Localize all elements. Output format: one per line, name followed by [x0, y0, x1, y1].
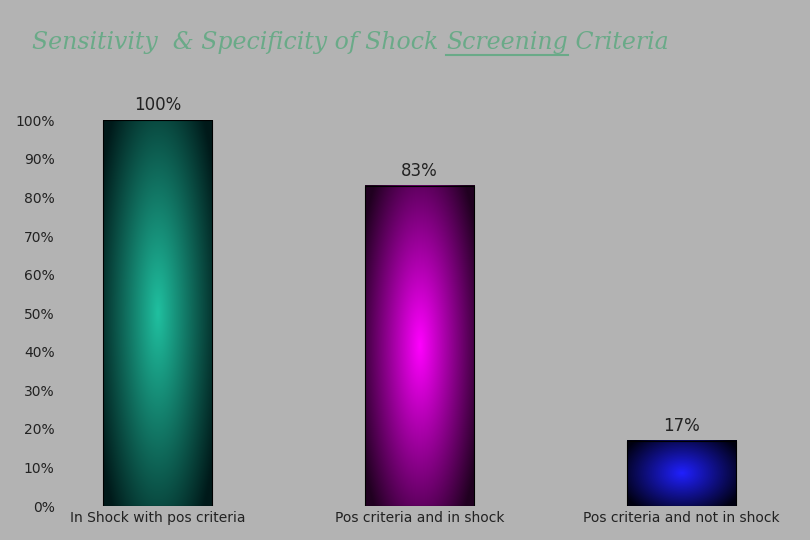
Text: 83%: 83%	[401, 162, 437, 180]
Bar	[364, 186, 474, 506]
Text: Screening: Screening	[446, 31, 568, 54]
Text: Criteria: Criteria	[568, 31, 669, 54]
Bar	[627, 441, 735, 506]
Text: 17%: 17%	[663, 417, 700, 435]
Text: Sensitivity  & Specificity of Shock: Sensitivity & Specificity of Shock	[32, 31, 446, 54]
Text: 100%: 100%	[134, 97, 181, 114]
Bar	[103, 120, 212, 506]
